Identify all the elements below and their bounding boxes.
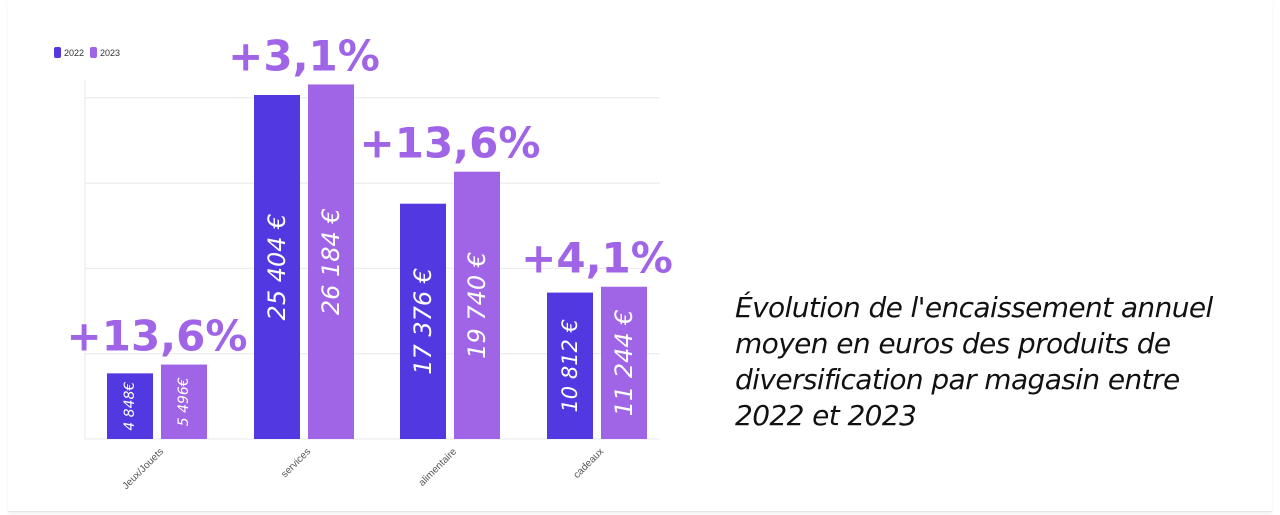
legend-item-2022: 2022 <box>54 47 84 58</box>
bar-2022-0 <box>107 373 153 439</box>
chart-legend: 2022 2023 <box>54 47 120 58</box>
bar-value-label: 10 812 € <box>558 319 582 413</box>
category-label: cadeaux <box>572 446 607 481</box>
legend-label-2022: 2022 <box>64 47 85 58</box>
bar-value-label: 11 244 € <box>610 309 638 416</box>
bar-value-label: 5 496€ <box>176 377 192 426</box>
category-label: alimentaire <box>417 446 460 489</box>
bar-2023-1 <box>308 84 354 440</box>
growth-annotation: +13,6% <box>67 312 248 361</box>
bar-2023-3 <box>601 286 647 439</box>
legend-swatch-2023 <box>90 47 98 58</box>
bar-value-label: 19 740 € <box>463 252 491 359</box>
bar-value-label: 25 404 € <box>263 214 291 321</box>
bar-2023-2 <box>454 171 500 440</box>
bar-value-label: 26 184 € <box>317 208 345 315</box>
chart-card: 4 848€ 5 496€ +13,6% Jeux/Jouets 25 404 € 26 … <box>8 0 1272 512</box>
bar-2022-3 <box>547 292 593 439</box>
growth-annotation: +13,6% <box>360 119 541 168</box>
bar-2022-1 <box>254 95 300 439</box>
category-label: services <box>279 446 313 480</box>
bar-2022-2 <box>400 203 446 439</box>
growth-annotation: +4,1% <box>521 234 673 283</box>
bar-value-label: 17 376 € <box>409 268 437 375</box>
bar-chart: 4 848€ 5 496€ +13,6% Jeux/Jouets 25 404 € 26 … <box>67 31 673 492</box>
bar-value-label: 4 848€ <box>122 382 138 431</box>
legend-swatch-2022 <box>54 47 61 58</box>
growth-annotation: +3,1% <box>228 31 380 80</box>
bar-2023-0 <box>161 364 207 439</box>
category-label: Jeux/Jouets <box>121 446 167 492</box>
legend-label-2023: 2023 <box>100 47 121 58</box>
chart-description: Évolution de l'encaissement annuel moyen… <box>735 291 1213 432</box>
legend-item-2023: 2023 <box>90 47 120 58</box>
